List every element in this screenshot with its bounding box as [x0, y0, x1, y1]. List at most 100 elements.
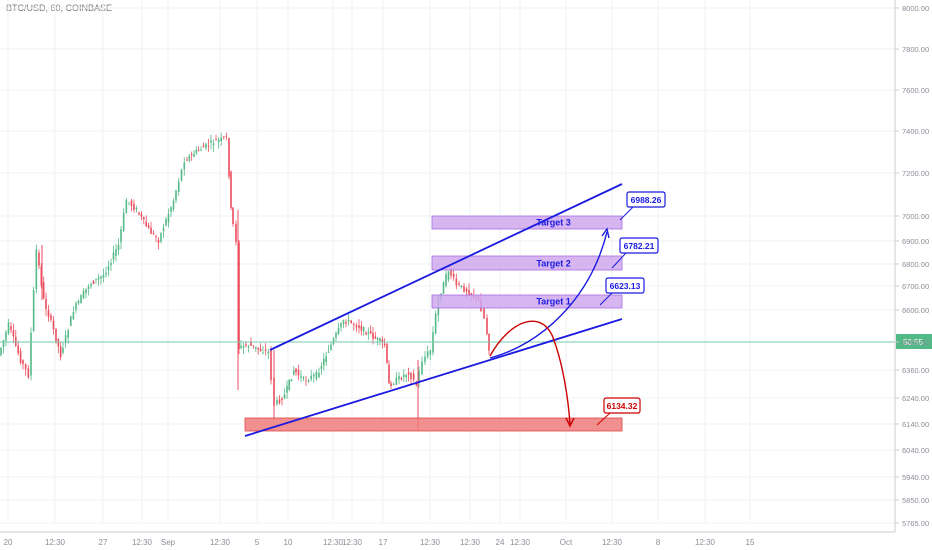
candle-body	[188, 155, 191, 161]
price-tick-label-5: 7000.00	[902, 212, 929, 221]
candle-body	[160, 232, 162, 242]
candle-body	[70, 316, 72, 327]
bullish-projection	[489, 231, 608, 359]
time-tick-label-3: 12:30	[132, 538, 153, 547]
price-tick-label-11: 6360.00	[902, 366, 929, 375]
time-tick-label-4: Sep	[161, 538, 176, 547]
price-axis[interactable]: 8000.00 7800.00 7600.00 7400.00 7200.00 7000.…	[894, 0, 929, 532]
candle-body	[232, 207, 234, 224]
price-tick-label-3: 7400.00	[902, 127, 929, 136]
candle-body	[105, 272, 107, 275]
time-tick-label-18: 12:30	[695, 538, 716, 547]
candle-body	[290, 379, 293, 382]
candle-body	[281, 398, 283, 401]
price-callouts: 6988.26 6782.21 6623.13 6134.32	[596, 191, 666, 426]
price-tick-label-6: 6900.00	[902, 237, 929, 246]
candle-body	[57, 338, 60, 347]
candle-body	[125, 200, 128, 214]
zone-0	[431, 215, 623, 230]
candle-body	[85, 288, 87, 294]
lower-trendline	[244, 318, 623, 437]
candle-body	[262, 352, 264, 354]
candle-body	[143, 216, 145, 220]
callout-box-2	[605, 277, 645, 294]
price-tick-label-15: 5940.00	[902, 473, 929, 482]
candle-body	[379, 338, 381, 342]
candle-body	[447, 271, 450, 280]
time-tick-label-2: 27	[99, 538, 108, 547]
candle-body	[80, 295, 82, 304]
candle-body	[17, 345, 19, 354]
candle-body	[259, 348, 262, 352]
candle-body	[342, 320, 345, 324]
candle-body	[217, 139, 220, 142]
candle-body	[82, 290, 85, 299]
candle-body	[483, 308, 485, 319]
candle-body	[442, 282, 445, 294]
candle-body	[337, 327, 340, 335]
price-tick-label-14: 6040.00	[902, 446, 929, 455]
candle-body	[252, 345, 255, 347]
candle-body	[465, 288, 468, 292]
candle-body	[112, 252, 115, 260]
price-tick-label-2: 7600.00	[902, 86, 929, 95]
callout-box-1	[619, 237, 659, 254]
candle-body	[264, 349, 267, 351]
candle-body	[59, 346, 62, 358]
candle-body	[135, 208, 138, 210]
candle-body	[230, 171, 232, 208]
candle-body	[257, 347, 259, 350]
callout-pointer-2	[599, 292, 613, 306]
candle-body	[255, 346, 257, 349]
time-tick-label-5: 12:30	[210, 538, 231, 547]
candle-body	[75, 303, 77, 310]
candle-body	[50, 315, 52, 320]
current-price-line: 50:55	[0, 334, 932, 349]
candle-body	[403, 374, 405, 377]
candle-body	[318, 372, 320, 377]
candle-body	[162, 228, 165, 232]
candle-body	[288, 379, 291, 390]
candle-body	[398, 376, 400, 380]
candle-body	[228, 138, 230, 177]
candle-body	[212, 143, 215, 146]
upper-trendline	[269, 183, 623, 351]
candle-body	[383, 343, 386, 346]
candle-body	[458, 283, 460, 285]
candle-body	[302, 377, 305, 379]
candle-body	[52, 320, 55, 330]
candle-body	[463, 286, 465, 292]
candle-body	[388, 364, 390, 384]
current-price-badge	[896, 334, 932, 349]
price-tick-label-17: 5765.00	[902, 519, 929, 528]
candle-body	[128, 202, 130, 204]
candle-body	[320, 366, 323, 370]
candle-body	[100, 276, 102, 279]
time-tick-label-11: 12:30	[420, 538, 441, 547]
callout-label-3: 6134.32	[607, 401, 638, 411]
candle-body	[305, 380, 307, 381]
candle-body	[62, 347, 64, 353]
candle-body	[358, 325, 360, 329]
candle-body	[47, 310, 50, 318]
time-tick-label-12: 12:30	[460, 538, 481, 547]
candle-body	[12, 330, 15, 337]
candle-body	[445, 274, 447, 286]
candle-body	[150, 227, 152, 234]
candle-body	[286, 385, 288, 393]
candle-body	[486, 317, 488, 334]
candle-body	[110, 262, 112, 266]
candle-body	[115, 249, 117, 256]
candle-body	[429, 350, 432, 355]
candle-body	[421, 361, 423, 375]
candle-body	[22, 360, 24, 364]
candle-body	[395, 377, 398, 385]
candle-body	[7, 322, 10, 334]
time-tick-label-14: 12:30	[510, 538, 531, 547]
callout-pointer-1	[611, 252, 627, 269]
candle-body	[276, 400, 278, 405]
candle-body	[92, 280, 95, 284]
candle-body	[345, 322, 347, 324]
